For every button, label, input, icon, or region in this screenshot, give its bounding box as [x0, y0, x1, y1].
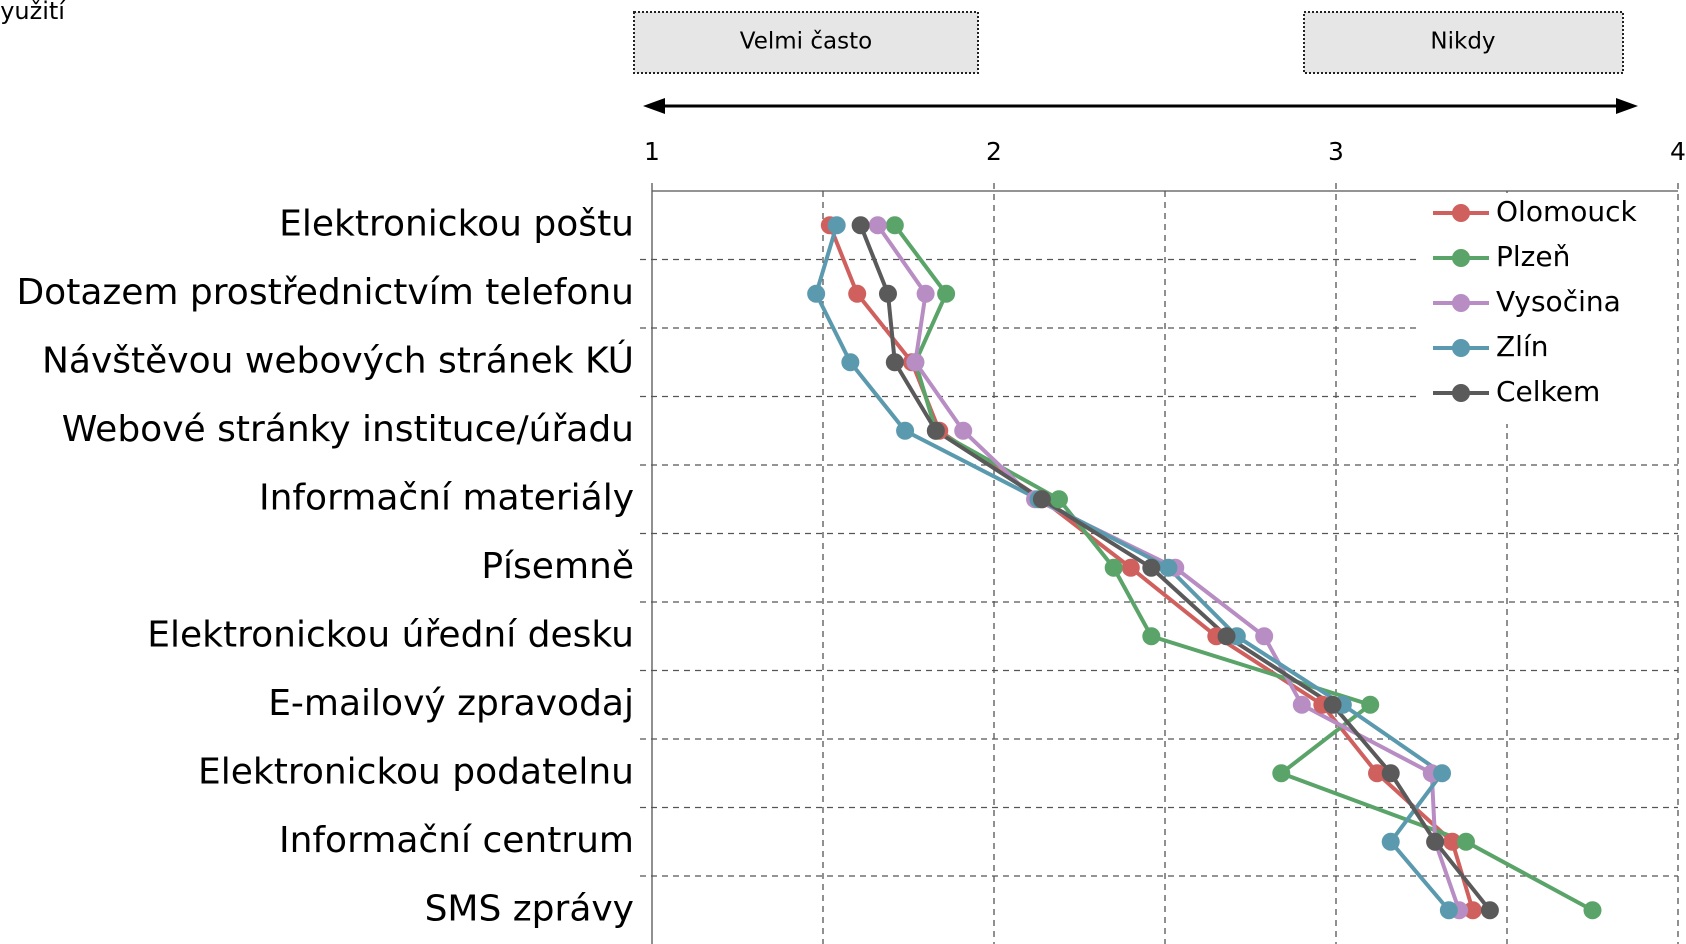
point [827, 216, 846, 235]
point [1443, 832, 1462, 851]
point [1292, 695, 1311, 714]
annotation: Velmi často [740, 29, 872, 55]
category-label: SMS zprávy [425, 888, 634, 929]
point [1255, 627, 1274, 646]
point [1121, 558, 1140, 577]
point [954, 421, 973, 440]
point [841, 353, 860, 372]
legend-marker [1452, 384, 1470, 402]
point [926, 421, 945, 440]
legend-label: Zlín [1496, 330, 1549, 363]
category-label: Návštěvou webových stránek KÚ [42, 339, 634, 381]
point [1032, 490, 1051, 509]
point [1049, 490, 1068, 509]
point [906, 353, 925, 372]
point [1381, 832, 1400, 851]
annotation-box [633, 11, 979, 74]
point [1217, 627, 1236, 646]
point [1361, 695, 1380, 714]
legend-marker [1452, 249, 1470, 267]
point [1368, 764, 1387, 783]
category-label: Písemně [481, 546, 634, 587]
annotation-box [1303, 11, 1624, 74]
point [848, 284, 867, 303]
x-tick-label: 4 [1670, 137, 1686, 166]
category-label: Dotazem prostřednictvím telefonu [16, 272, 634, 313]
category-label: E-mailový zpravodaj [268, 683, 634, 724]
legend-label: Plzeň [1496, 240, 1570, 273]
legend-marker [1452, 204, 1470, 222]
point [1426, 832, 1445, 851]
category-label: Elektronickou poštu [279, 203, 634, 244]
legend-label: Olomouck [1496, 195, 1637, 228]
point [1104, 558, 1123, 577]
point [1456, 832, 1475, 851]
corner-text: využití [0, 0, 66, 25]
point [1142, 627, 1161, 646]
legend-label: Celkem [1496, 375, 1600, 408]
point [807, 284, 826, 303]
point [885, 216, 904, 235]
point [1439, 901, 1458, 920]
arrow-head [643, 98, 665, 114]
category-label: Elektronickou podatelnu [198, 751, 634, 792]
category-label: Informační centrum [279, 820, 634, 861]
point [1142, 558, 1161, 577]
x-tick-label: 3 [1328, 137, 1344, 166]
point [878, 284, 897, 303]
category-label: Webové stránky instituce/úřadu [62, 409, 634, 450]
point [896, 421, 915, 440]
x-tick-label: 2 [986, 137, 1002, 166]
point [1583, 901, 1602, 920]
point [1381, 764, 1400, 783]
point [1480, 901, 1499, 920]
point [1272, 764, 1291, 783]
point [1159, 558, 1178, 577]
x-tick-label: 1 [644, 137, 660, 166]
point [851, 216, 870, 235]
arrow-head [1616, 98, 1638, 114]
point [885, 353, 904, 372]
point [937, 284, 956, 303]
annotation: Nikdy [1430, 29, 1495, 55]
legend-label: Vysočina [1496, 285, 1621, 318]
point [1323, 695, 1342, 714]
point [916, 284, 935, 303]
point [868, 216, 887, 235]
category-label: Informační materiály [259, 477, 634, 518]
category-label: Elektronickou úřední desku [147, 614, 634, 655]
point [1433, 764, 1452, 783]
legend-marker [1452, 294, 1470, 312]
legend-marker [1452, 339, 1470, 357]
point [1463, 901, 1482, 920]
